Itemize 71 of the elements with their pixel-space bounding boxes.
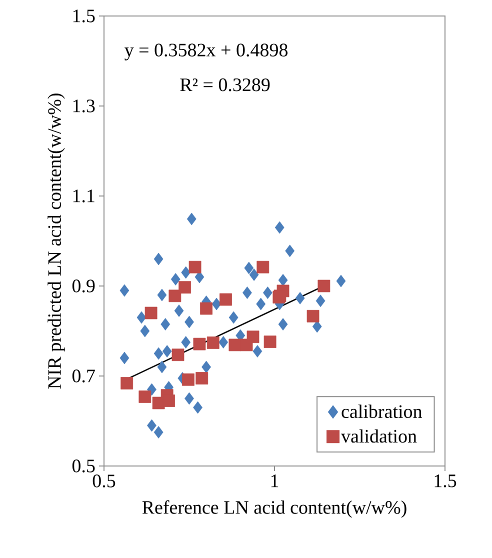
- point: [140, 324, 150, 338]
- point: [186, 212, 196, 226]
- point: [256, 260, 270, 274]
- point: [218, 336, 228, 348]
- point: [306, 310, 320, 322]
- point: [182, 373, 194, 386]
- point: [174, 304, 184, 317]
- point: [318, 280, 330, 292]
- point: [316, 294, 326, 308]
- point: [157, 360, 167, 374]
- legend-label: validation: [341, 429, 417, 443]
- point: [170, 273, 180, 286]
- y-tick-label: 1.5: [73, 10, 95, 22]
- point: [160, 318, 170, 330]
- point: [168, 290, 182, 302]
- point: [242, 286, 252, 299]
- point: [196, 372, 208, 384]
- point: [188, 260, 202, 274]
- point: [120, 352, 130, 364]
- y-tick-label: 1.1: [73, 190, 94, 202]
- annotation: y = 0.3582x + 0.4898: [124, 44, 288, 60]
- point: [256, 298, 266, 310]
- point: [193, 338, 206, 350]
- point: [262, 286, 272, 299]
- point: [147, 419, 156, 432]
- point: [206, 336, 220, 349]
- point: [274, 221, 284, 234]
- point: [285, 244, 295, 258]
- point: [252, 345, 262, 358]
- point: [120, 376, 134, 390]
- point: [138, 390, 152, 403]
- x-tick-label: 1.5: [434, 474, 456, 488]
- y-axis-title: NIR predicted LN acid content(w/w%): [48, 94, 65, 389]
- point: [154, 252, 164, 266]
- point: [228, 311, 238, 324]
- y-tick-label: 1.3: [73, 100, 95, 112]
- point: [120, 284, 130, 297]
- x-axis-title: Reference LN acid content(w/w%): [142, 500, 406, 518]
- legend-label: calibration: [342, 404, 422, 418]
- point: [144, 306, 158, 320]
- point: [178, 281, 192, 294]
- point: [202, 360, 211, 374]
- point: [181, 336, 191, 348]
- y-tick-label: 0.9: [72, 280, 95, 292]
- y-tick-label: 0.5: [72, 460, 95, 472]
- point: [162, 345, 172, 358]
- x-tick-label: 1: [271, 474, 278, 488]
- point: [154, 426, 164, 438]
- point: [157, 288, 167, 302]
- x-tick-label: 0.5: [92, 474, 116, 488]
- point: [136, 311, 146, 324]
- point: [228, 338, 242, 352]
- point: [246, 330, 260, 344]
- point: [172, 348, 184, 362]
- point: [264, 336, 276, 348]
- point: [193, 401, 202, 414]
- point: [249, 268, 259, 281]
- point: [212, 298, 222, 310]
- point: [154, 347, 164, 360]
- point: [184, 316, 194, 328]
- point: [336, 274, 346, 288]
- annotation: R² = 0.3289: [180, 78, 270, 92]
- point: [184, 392, 194, 405]
- point: [181, 266, 191, 279]
- point: [244, 262, 254, 274]
- y-tick-label: 0.7: [72, 370, 95, 382]
- point: [295, 292, 305, 304]
- point: [278, 318, 288, 330]
- point: [200, 302, 212, 315]
- point: [220, 293, 232, 306]
- point: [278, 274, 288, 286]
